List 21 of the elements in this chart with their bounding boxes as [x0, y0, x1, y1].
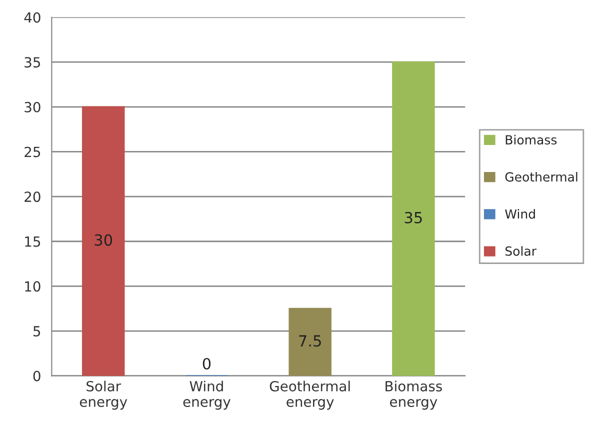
- y-tick-label: 25: [24, 146, 40, 158]
- x-tick-label: Biomass energy: [386, 380, 442, 410]
- x-tick-label: Wind energy: [183, 380, 231, 410]
- data-label: 0: [202, 358, 211, 370]
- x-tick-label: Geothermal energy: [270, 380, 350, 410]
- y-tick-label: 20: [24, 192, 40, 202]
- legend-label: Wind: [505, 209, 535, 219]
- y-tick-label: 5: [34, 326, 40, 336]
- legend-label: Biomass: [506, 134, 557, 145]
- legend-label: Geothermal: [505, 172, 578, 182]
- data-label: 35: [404, 212, 422, 224]
- y-tick-label: 0: [33, 370, 40, 382]
- y-tick-label: 15: [25, 236, 40, 247]
- y-tick-label: 30: [24, 102, 40, 112]
- data-label: 7.5: [299, 335, 321, 347]
- y-tick-label: 40: [24, 12, 40, 23]
- x-tick-label: Solar energy: [80, 380, 128, 410]
- data-label: 30: [94, 234, 112, 246]
- legend-label: Solar: [505, 246, 536, 256]
- y-tick-label: 35: [24, 57, 40, 68]
- y-tick-label: 10: [25, 281, 40, 292]
